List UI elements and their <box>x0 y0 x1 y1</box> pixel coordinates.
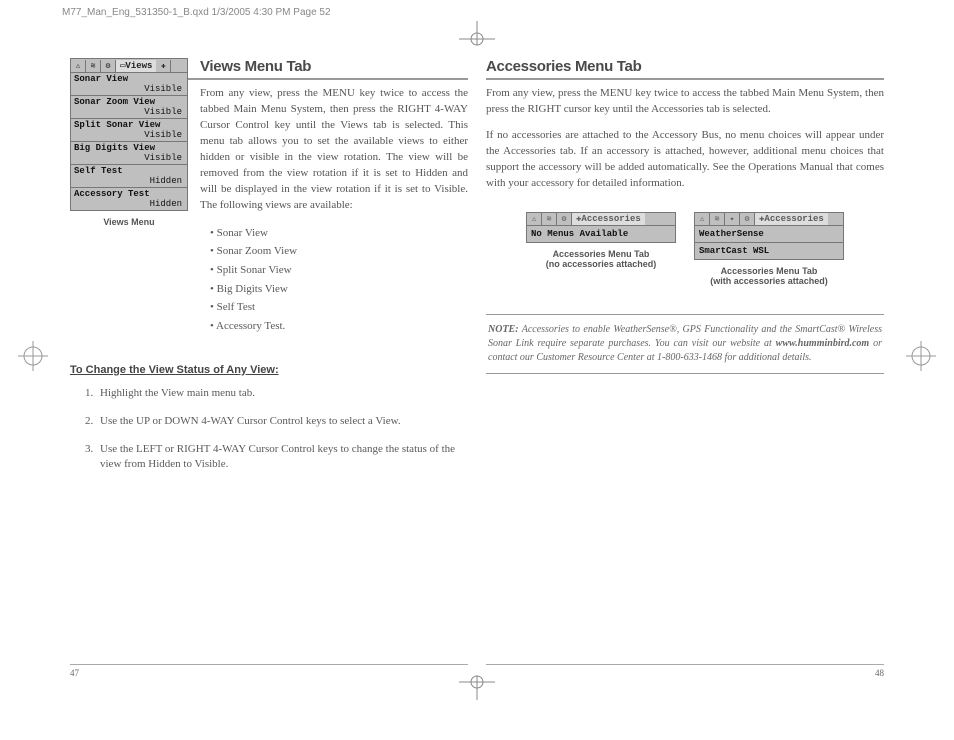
step-3: Use the LEFT or RIGHT 4-WAY Cursor Contr… <box>96 442 468 474</box>
step-2: Use the UP or DOWN 4-WAY Cursor Control … <box>96 414 468 430</box>
tab-sonar-icon: ≋ <box>86 60 101 72</box>
tab-accessories: ✚ Accessories <box>572 213 645 225</box>
page-left: ⚠ ≋ ⚙ ▭ Views ✚ Sonar ViewVisible Sonar … <box>70 58 468 678</box>
tab-alarm-icon: ⚠ <box>71 60 86 72</box>
steps-list: Highlight the View main menu tab. Use th… <box>96 386 468 474</box>
tab-accessories-icon: ✚ <box>156 60 171 72</box>
views-bullet-list: Sonar View Sonar Zoom View Split Sonar V… <box>210 224 468 336</box>
accessories-para1: From any view, press the MENU key twice … <box>486 86 884 118</box>
tab-nav-icon: ✦ <box>725 213 740 225</box>
accessories-figures: ⚠ ≋ ⚙ ✚ Accessories No Menus Available A… <box>486 212 884 286</box>
note-box: NOTE: Accessories to enable WeatherSense… <box>486 314 884 374</box>
change-view-subhead: To Change the View Status of Any View: <box>70 364 468 376</box>
tab-views: ▭ Views <box>116 60 156 72</box>
acc-caption-2b: (with accessories attached) <box>694 276 844 286</box>
note-url: www.humminbird.com <box>776 338 870 349</box>
views-menu-figure: ⚠ ≋ ⚙ ▭ Views ✚ Sonar ViewVisible Sonar … <box>70 58 188 227</box>
print-header: M77_Man_Eng_531350-1_B.qxd 1/3/2005 4:30… <box>62 7 331 18</box>
tab-setup-icon: ⚙ <box>557 213 572 225</box>
registration-left-icon <box>18 341 48 371</box>
acc-caption-1a: Accessories Menu Tab <box>526 249 676 259</box>
acc-fig-none: ⚠ ≋ ⚙ ✚ Accessories No Menus Available A… <box>526 212 676 286</box>
menu-rows: Sonar ViewVisible Sonar Zoom ViewVisible… <box>71 73 187 210</box>
tab-sonar-icon: ≋ <box>542 213 557 225</box>
note-label: NOTE: <box>488 324 519 335</box>
page-right: Accessories Menu Tab From any view, pres… <box>486 58 884 678</box>
acc-caption-2a: Accessories Menu Tab <box>694 266 844 276</box>
tab-setup-icon: ⚙ <box>740 213 755 225</box>
tab-alarm-icon: ⚠ <box>695 213 710 225</box>
accessories-para2: If no accessories are attached to the Ac… <box>486 128 884 192</box>
tab-sonar-icon: ≋ <box>710 213 725 225</box>
views-menu-caption: Views Menu <box>70 217 188 227</box>
tab-accessories: ✚ Accessories <box>755 213 828 225</box>
acc-fig-attached: ⚠ ≋ ✦ ⚙ ✚ Accessories WeatherSense Smart… <box>694 212 844 286</box>
registration-right-icon <box>906 341 936 371</box>
tab-alarm-icon: ⚠ <box>527 213 542 225</box>
accessories-heading: Accessories Menu Tab <box>486 58 884 80</box>
crop-mark-top <box>459 21 495 57</box>
acc-caption-1b: (no accessories attached) <box>526 259 676 269</box>
tab-setup-icon: ⚙ <box>101 60 116 72</box>
page-number-right: 48 <box>486 664 884 678</box>
step-1: Highlight the View main menu tab. <box>96 386 468 402</box>
page-number-left: 47 <box>70 664 468 678</box>
